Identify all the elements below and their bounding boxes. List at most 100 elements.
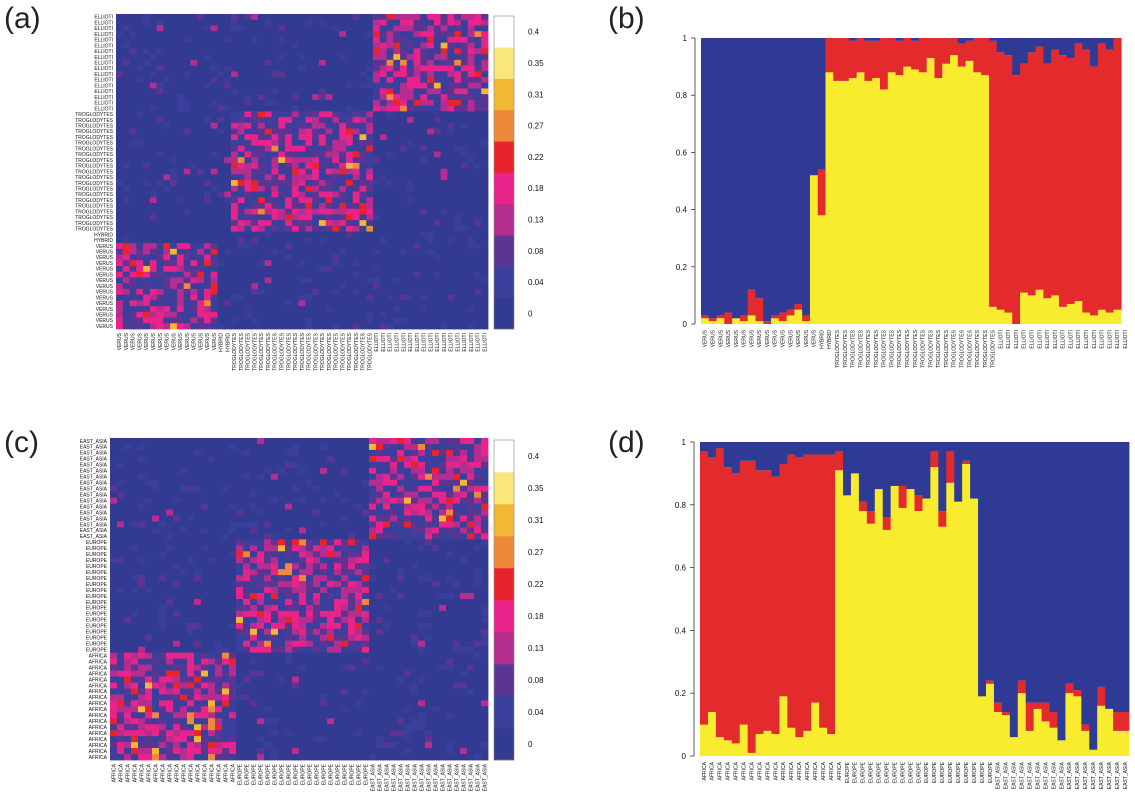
heatmap-cell (159, 551, 167, 558)
heatmap-cell (176, 317, 185, 324)
heatmap-cell (359, 77, 367, 84)
x-tick-label: VERUS (734, 329, 740, 347)
heatmap-cell (190, 168, 198, 175)
heatmap-cell (210, 288, 218, 296)
heatmap-cell (156, 140, 164, 147)
row-label: ELLIOTI (94, 66, 113, 72)
heatmap-cell (446, 455, 454, 463)
heatmap-cell (291, 306, 300, 313)
heatmap-cell (404, 563, 412, 570)
heatmap-cell (110, 599, 118, 606)
heatmap-cell (122, 117, 130, 124)
heatmap-cell (460, 455, 468, 463)
heatmap-cell (271, 203, 279, 210)
heatmap-cell (481, 237, 489, 244)
heatmap-cell (373, 162, 381, 170)
heatmap-cell (299, 563, 307, 570)
heatmap-cell (271, 479, 279, 487)
heatmap-cell (432, 539, 440, 546)
heatmap-cell (298, 254, 306, 261)
heatmap-cell (362, 497, 370, 504)
heatmap-cell (320, 593, 328, 600)
heatmap-cell (271, 237, 279, 244)
heatmap-cell (176, 185, 185, 192)
heatmap-cell (446, 557, 454, 564)
heatmap-cell (320, 461, 328, 469)
col-label: ELLIOTI (374, 333, 380, 352)
heatmap-cell (278, 65, 286, 72)
heatmap-cell (318, 294, 327, 301)
heatmap-cell (427, 271, 435, 278)
bar-segment (1074, 38, 1083, 44)
heatmap-cell (250, 587, 258, 594)
heatmap-cell (222, 503, 230, 510)
heatmap-cell (411, 461, 419, 469)
heatmap-cell (271, 539, 279, 546)
heatmap-cell (474, 220, 482, 227)
heatmap-cell (406, 283, 414, 290)
heatmap-cell (149, 254, 157, 261)
heatmap-cell (313, 461, 321, 469)
heatmap-cell (379, 237, 387, 244)
heatmap-cell (138, 604, 146, 612)
heatmap-cell (251, 42, 259, 49)
heatmap-cell (348, 599, 356, 606)
heatmap-cell (369, 575, 377, 582)
heatmap-cell (467, 31, 475, 38)
heatmap-cell (427, 54, 435, 61)
heatmap-cell (285, 581, 293, 588)
heatmap-cell (224, 48, 232, 55)
heatmap-cell (386, 311, 394, 318)
heatmap-cell (379, 48, 387, 55)
heatmap-cell (110, 545, 118, 552)
heatmap-cell (291, 300, 300, 307)
heatmap-cell (124, 604, 132, 612)
heatmap-cell (386, 31, 394, 38)
heatmap-cell (129, 254, 137, 261)
heatmap-cell (285, 557, 293, 564)
heatmap-cell (116, 71, 124, 78)
heatmap-cell (180, 575, 188, 582)
heatmap-cell (460, 36, 469, 44)
heatmap-cell (180, 467, 188, 475)
heatmap-cell (271, 214, 279, 221)
heatmap-cell (187, 438, 195, 445)
heatmap-cell (325, 306, 333, 313)
heatmap-cell (190, 162, 198, 170)
heatmap-cell (117, 587, 125, 594)
heatmap-cell (224, 31, 232, 38)
heatmap-cell (264, 604, 272, 612)
heatmap-cell (345, 128, 354, 135)
heatmap-cell (229, 443, 237, 451)
heatmap-cell (427, 174, 435, 181)
heatmap-cell (131, 539, 139, 546)
heatmap-cell (136, 306, 144, 313)
row-label: VERUS (96, 267, 114, 273)
heatmap-cell (454, 42, 462, 49)
x-tick-label: ELLIOTI (1092, 330, 1098, 349)
heatmap-cell (138, 587, 146, 594)
heatmap-cell (373, 111, 381, 118)
heatmap-cell (149, 162, 157, 170)
heatmap-cell (420, 248, 428, 255)
heatmap-cell (217, 117, 225, 124)
heatmap-cell (149, 117, 157, 124)
heatmap-cell (271, 180, 279, 187)
heatmap-cell (257, 593, 265, 600)
heatmap-cell (312, 306, 320, 313)
heatmap-cell (197, 254, 205, 261)
heatmap-cell (180, 599, 188, 606)
heatmap-cell (373, 151, 381, 158)
heatmap-cell (467, 497, 475, 504)
heatmap-cell (400, 306, 408, 313)
heatmap-cell (136, 203, 144, 210)
heatmap-cell (222, 563, 230, 570)
heatmap-cell (285, 248, 293, 255)
heatmap-cell (411, 587, 419, 594)
heatmap-cell (203, 300, 212, 307)
heatmap-cell (306, 563, 314, 570)
row-label: TROGLODYTES (75, 129, 113, 135)
heatmap-cell (217, 300, 225, 307)
heatmap-cell (305, 140, 313, 147)
heatmap-cell (404, 604, 412, 612)
